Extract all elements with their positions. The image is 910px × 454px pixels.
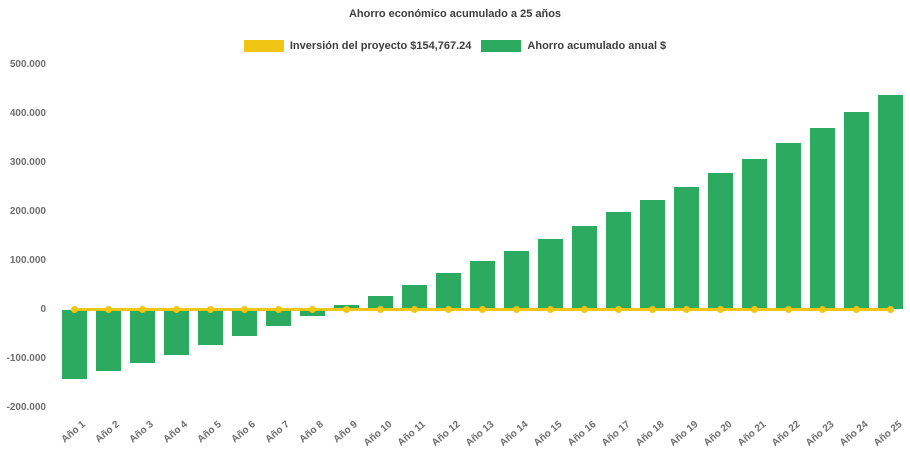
savings-bar — [61, 309, 87, 379]
y-axis-tick-label: 500.000 — [9, 58, 46, 70]
savings-bar — [367, 296, 393, 310]
x-axis-label: Año 23 — [803, 419, 837, 449]
y-axis-tick-label: 400.000 — [9, 107, 46, 119]
x-axis-label: Año 14 — [497, 419, 531, 449]
y-axis-tick-label: 200.000 — [9, 205, 46, 217]
x-axis-label: Año 18 — [633, 419, 667, 449]
y-axis-tick-label: 300.000 — [9, 156, 46, 168]
savings-bar — [877, 95, 903, 310]
savings-bar — [843, 111, 869, 310]
investment-point — [478, 306, 486, 313]
x-axis-label: Año 5 — [195, 419, 225, 446]
savings-bar — [231, 309, 257, 336]
investment-point — [546, 306, 554, 313]
savings-bar — [163, 309, 189, 356]
savings-bar — [775, 143, 801, 310]
investment-point — [886, 306, 894, 313]
investment-point — [580, 306, 588, 313]
x-axis-label: Año 11 — [395, 419, 429, 449]
investment-point — [376, 306, 384, 313]
investment-point — [444, 306, 452, 313]
investment-point — [818, 306, 826, 313]
investment-legend-swatch — [243, 40, 284, 52]
x-axis-label: Año 7 — [263, 419, 293, 446]
x-axis-label: Año 6 — [229, 419, 259, 446]
investment-point — [410, 306, 418, 313]
x-axis-label: Año 10 — [361, 419, 395, 449]
investment-point — [648, 306, 656, 313]
y-axis-tick-label: 100.000 — [9, 254, 46, 266]
y-axis-tick-label: 0 — [40, 303, 46, 315]
investment-point — [70, 306, 78, 313]
investment-point — [138, 306, 146, 313]
chart-title: Ahorro económico acumulado a 25 años — [348, 8, 562, 20]
investment-point — [750, 306, 758, 313]
x-axis-label: Año 13 — [463, 419, 497, 449]
x-axis-label: Año 9 — [331, 419, 361, 446]
investment-point — [614, 306, 622, 313]
investment-point — [784, 306, 792, 313]
x-axis-label: Año 25 — [871, 419, 905, 449]
y-axis-tick-label: -100.000 — [6, 352, 46, 364]
savings-bar — [435, 272, 461, 310]
investment-point — [206, 306, 214, 313]
savings-bar — [571, 226, 597, 310]
savings-bar — [673, 186, 699, 310]
x-axis-label: Año 16 — [565, 419, 599, 449]
x-axis-label: Año 17 — [599, 419, 633, 449]
savings-bar — [265, 309, 291, 327]
investment-point — [104, 306, 112, 313]
investment-point — [852, 306, 860, 313]
legend-item-savings[interactable]: Ahorro acumulado anual $ — [481, 40, 666, 52]
savings-legend-swatch — [481, 40, 522, 52]
savings-bar — [741, 158, 767, 310]
legend-item-investment[interactable]: Inversión del proyecto $154,767.24 — [243, 40, 472, 52]
savings-bar — [605, 212, 631, 310]
savings-bar — [639, 199, 665, 310]
x-axis-label: Año 19 — [667, 419, 701, 449]
x-axis-label: Año 21 — [735, 419, 769, 449]
savings-bar — [809, 127, 835, 310]
investment-point — [716, 306, 724, 313]
x-axis-label: Año 4 — [161, 419, 191, 446]
x-axis-label: Año 15 — [531, 419, 565, 449]
investment-point — [240, 306, 248, 313]
savings-bar — [401, 285, 427, 310]
savings-legend-label: Ahorro acumulado anual $ — [527, 40, 667, 52]
savings-bar — [469, 261, 495, 310]
investment-point — [512, 306, 520, 313]
savings-bar — [537, 238, 563, 310]
x-axis-label: Año 8 — [297, 419, 327, 446]
x-axis-label: Año 2 — [93, 419, 123, 446]
savings-bar — [503, 251, 529, 310]
x-axis-label: Año 3 — [127, 419, 157, 446]
chart-legend: Inversión del proyecto $154,767.24 Ahorr… — [0, 40, 910, 52]
savings-bar — [95, 309, 121, 372]
x-axis-label: Año 1 — [59, 419, 89, 446]
investment-legend-label: Inversión del proyecto $154,767.24 — [289, 40, 472, 52]
x-axis-label: Año 24 — [837, 419, 871, 449]
investment-point — [274, 306, 282, 313]
savings-bar — [129, 309, 155, 363]
x-axis-label: Año 20 — [701, 419, 735, 449]
savings-bar — [197, 309, 223, 346]
investment-point — [342, 306, 350, 313]
y-axis-tick-label: -200.000 — [6, 401, 46, 413]
x-axis-label: Año 22 — [769, 419, 803, 449]
investment-point — [682, 306, 690, 313]
savings-bar — [707, 172, 733, 310]
investment-point — [172, 306, 180, 313]
x-axis-label: Año 12 — [429, 419, 463, 449]
investment-point — [308, 306, 316, 313]
